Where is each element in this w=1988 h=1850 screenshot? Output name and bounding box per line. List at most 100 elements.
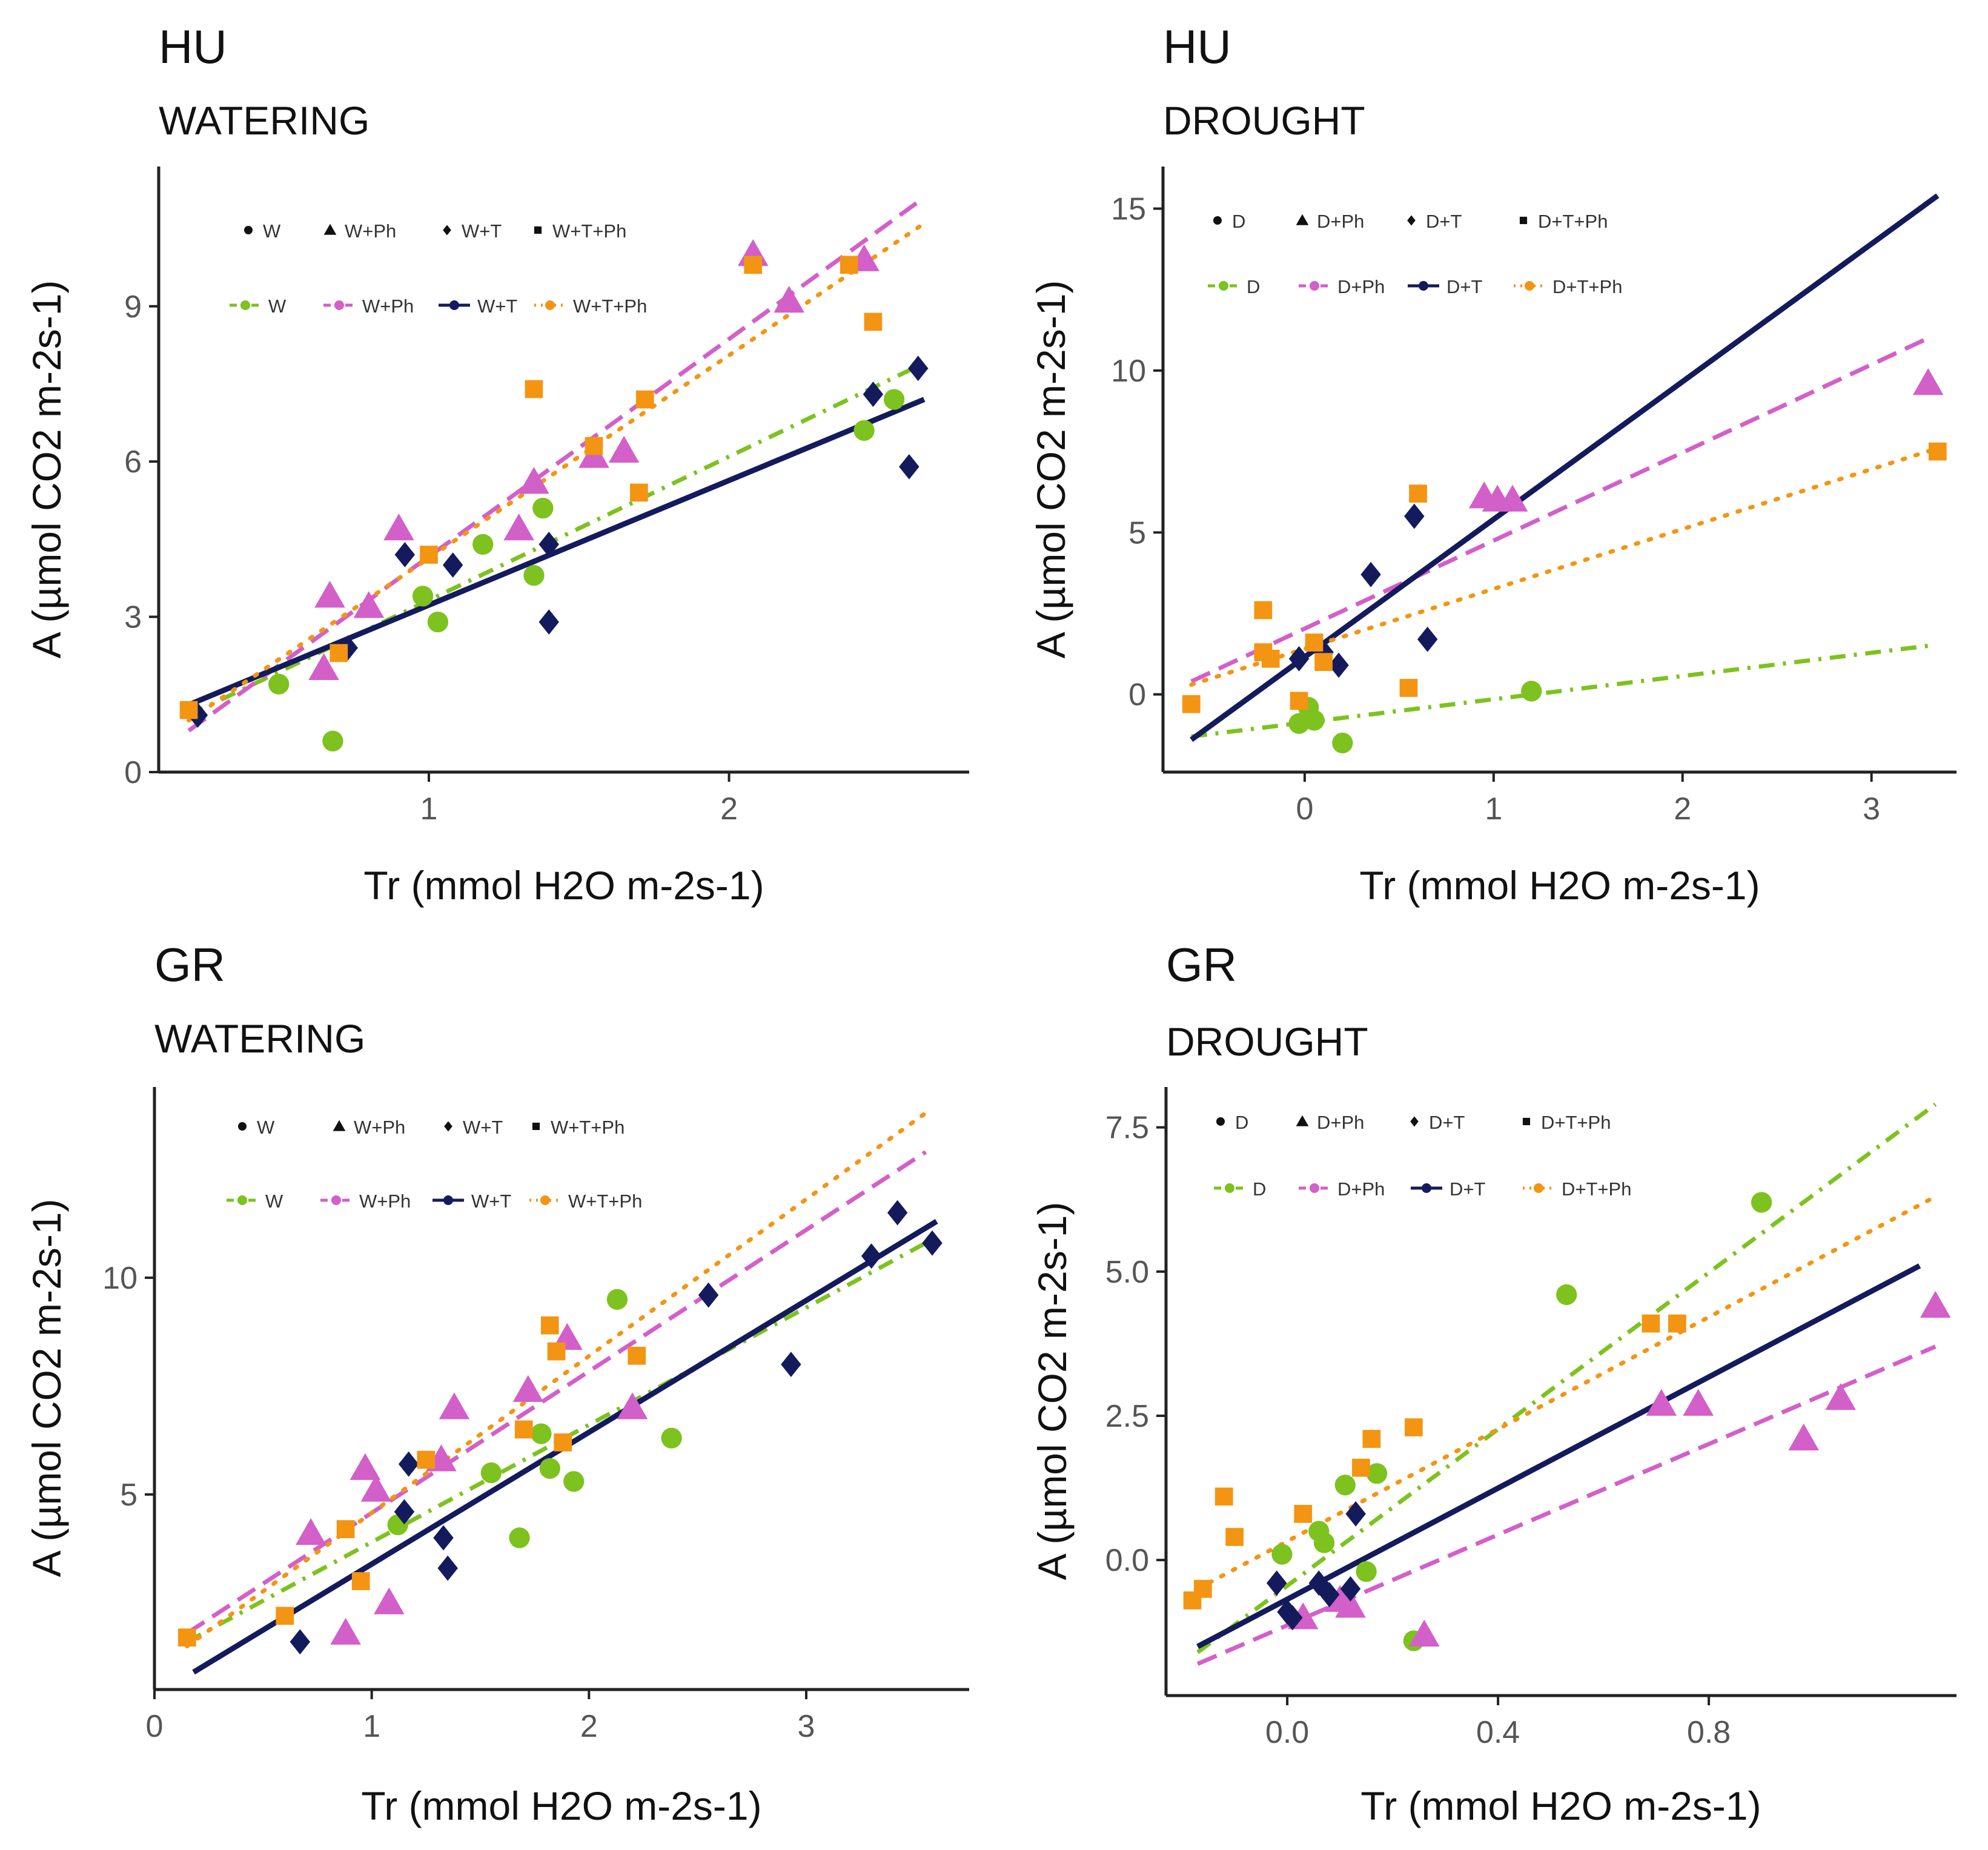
point-w-ph: [383, 513, 414, 541]
point-d-ph: [1646, 1389, 1677, 1416]
point-w-ph: [353, 591, 385, 618]
point-d-t: [1319, 1582, 1340, 1608]
legend-line-text: D: [1247, 276, 1260, 297]
point-w: [531, 1423, 552, 1444]
point-w-t-ph: [514, 1420, 533, 1439]
legend-shape-text: D+T+Ph: [1538, 211, 1608, 232]
point-d: [1751, 1192, 1772, 1213]
point-w-t-ph: [336, 1520, 355, 1538]
fit-line-w-t-ph: [185, 1111, 928, 1648]
y-tick-label: 9: [124, 289, 142, 325]
point-d-t-ph: [1305, 633, 1324, 652]
point-d: [1366, 1463, 1388, 1484]
legend-shape-key: [323, 223, 337, 235]
legend-shape-key: [244, 225, 253, 235]
legend-shape-key: [1519, 216, 1528, 225]
point-d-ph: [1335, 1591, 1366, 1618]
legend-line-text: D+T: [1450, 1178, 1485, 1200]
legend-shape-text: D+T: [1426, 211, 1462, 232]
legend-shape-key: [443, 225, 451, 236]
legend-shape-key: [237, 1122, 247, 1131]
point-w: [606, 1289, 628, 1310]
point-w-ph: [519, 467, 549, 494]
point-d-t-ph: [1314, 653, 1333, 672]
point-d-t: [1404, 503, 1425, 529]
legend-line-dot: [1419, 281, 1428, 291]
point-w-t-ph: [351, 1572, 370, 1590]
legend-shape-key: [333, 1120, 346, 1131]
x-tick-label: 3: [1863, 791, 1880, 827]
legend-line-text: D+T+Ph: [1552, 276, 1622, 297]
point-w-t: [290, 1629, 311, 1655]
legend-line-dot: [1310, 281, 1319, 291]
point-d-t-ph: [1405, 1418, 1423, 1436]
x-tick-label: 0.0: [1265, 1715, 1309, 1750]
legend-shape-text: D: [1232, 211, 1245, 232]
point-w-t: [394, 1499, 415, 1525]
point-d-ph: [1825, 1383, 1856, 1410]
legend-shape-text: W+Ph: [345, 220, 396, 242]
legend-line-dot: [443, 1195, 453, 1205]
x-tick-label: 0.8: [1687, 1715, 1731, 1750]
y-tick-label: 15: [1111, 192, 1146, 227]
panel-condition-title: WATERING: [159, 98, 369, 143]
point-w-t-ph: [554, 1433, 572, 1452]
point-d-t-ph: [1290, 692, 1308, 710]
point-d: [1271, 1544, 1293, 1565]
legend-line-dot: [1219, 281, 1228, 291]
point-w-t-ph: [585, 437, 603, 455]
point-d-t: [1345, 1501, 1366, 1527]
legend-shape-key: [534, 226, 542, 234]
point-d-t-ph: [1261, 649, 1280, 668]
y-tick-label: 7.5: [1105, 1111, 1149, 1146]
legend-line-dot: [237, 1195, 247, 1205]
point-d-t-ph: [1928, 442, 1947, 461]
point-w-t: [442, 552, 463, 578]
point-w: [412, 586, 434, 607]
legend-shape-text: W: [257, 1117, 275, 1138]
point-w-ph: [350, 1453, 381, 1480]
point-d-t-ph: [1225, 1528, 1244, 1546]
legend-line-text: W+T+Ph: [568, 1191, 642, 1212]
legend-shape-key: [1407, 215, 1416, 226]
legend-shape-key: [1216, 1117, 1225, 1126]
x-tick-label: 2: [720, 791, 738, 827]
point-d-t: [1417, 626, 1438, 652]
legend: W W+Ph W+T W+T+Ph W W+Ph W+T W+T+Ph: [227, 1117, 642, 1212]
point-w-t: [538, 532, 559, 557]
point-d-t-ph: [1409, 484, 1427, 503]
fit-line-w-ph: [185, 1150, 927, 1635]
point-w-ph: [295, 1518, 326, 1545]
point-w: [532, 497, 554, 519]
point-d-t: [1288, 646, 1310, 672]
legend-line-text: D+Ph: [1337, 1178, 1385, 1200]
point-w: [883, 389, 905, 410]
legend-line-dot: [240, 300, 250, 310]
x-tick-label: 2: [1674, 791, 1691, 827]
point-d-t: [1340, 1576, 1361, 1602]
x-tick-label: 1: [420, 791, 438, 827]
legend-line-text: W+Ph: [362, 296, 414, 317]
point-w-t-ph: [635, 390, 654, 409]
point-w-t-ph: [628, 1346, 646, 1365]
point-w-ph: [774, 285, 804, 313]
legend-shape-text: D+Ph: [1317, 1112, 1364, 1133]
legend-line-dot: [1310, 1183, 1319, 1193]
y-tick-label: 3: [124, 600, 142, 635]
point-w-t: [398, 1451, 419, 1477]
fit-line-d-ph: [1190, 336, 1929, 684]
point-w-t: [433, 1525, 454, 1551]
point-w-t: [538, 609, 559, 635]
fit-line-w-t-ph: [187, 221, 927, 723]
point-d-t-ph: [1194, 1579, 1212, 1598]
point-w: [523, 565, 545, 586]
x-axis-label: Tr (mmol H2O m-2s-1): [1360, 1783, 1761, 1828]
point-d: [1356, 1561, 1377, 1582]
legend-shape-text: W+T: [462, 220, 502, 242]
point-w-t-ph: [864, 312, 883, 331]
point-w-t: [437, 1555, 458, 1581]
legend-shape-key: [1213, 216, 1222, 225]
point-w-t-ph: [179, 701, 198, 719]
